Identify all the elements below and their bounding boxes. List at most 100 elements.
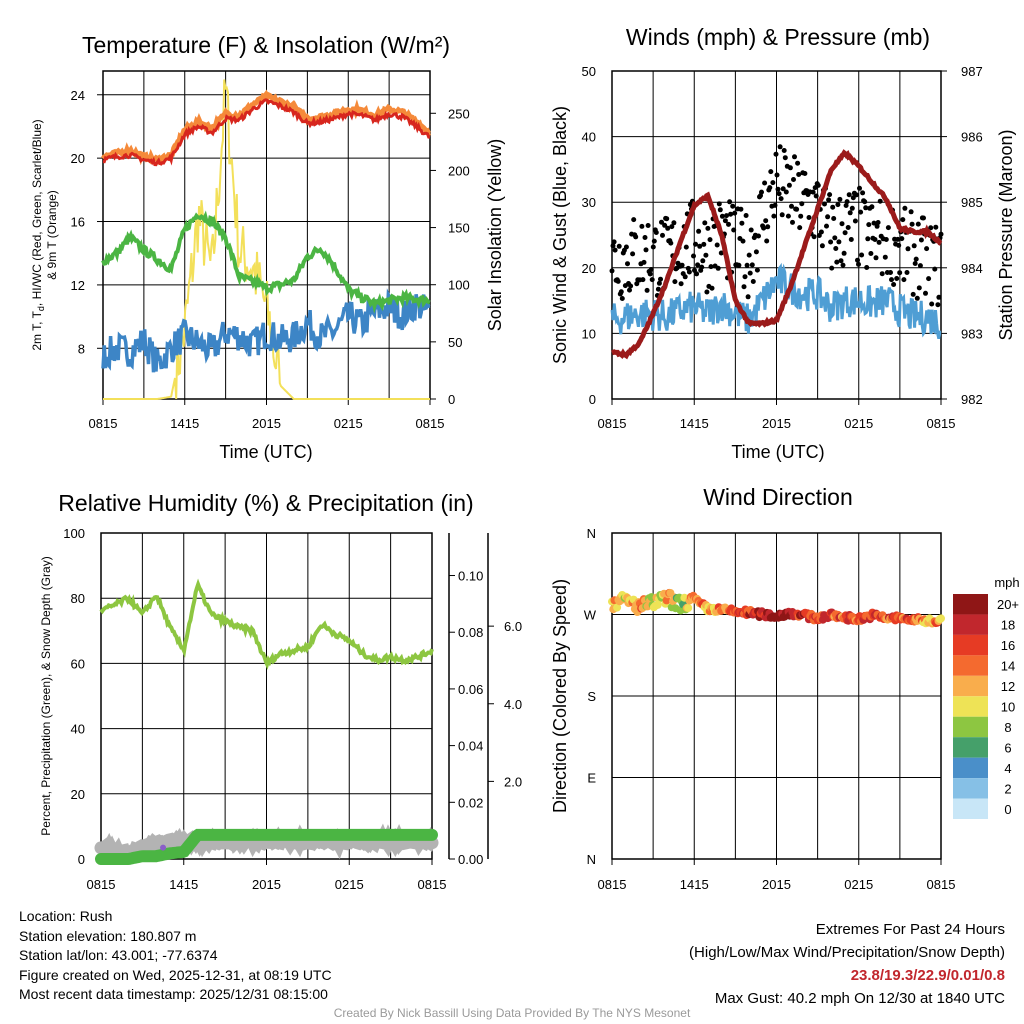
rh-ytick: 80 — [71, 591, 85, 606]
gust-point — [799, 201, 805, 207]
colorbar-tick: 2 — [1004, 781, 1011, 796]
gust-point — [895, 236, 901, 242]
gust-point — [610, 243, 616, 249]
dew-point-line — [101, 210, 431, 314]
extremes-panel: Extremes For Past 24 Hours (High/Low/Max… — [689, 918, 1005, 1010]
gust-point — [833, 246, 839, 251]
temp-2m-line — [102, 98, 431, 167]
gust-point — [806, 215, 812, 220]
temp-ylabel-line2: & 9m T (Orange) — [45, 190, 59, 280]
gust-point — [773, 151, 779, 157]
gust-point — [902, 205, 908, 211]
gust-point — [679, 262, 685, 268]
gust-point — [616, 243, 622, 249]
gust-point — [746, 252, 752, 258]
gust-point — [901, 277, 907, 283]
gust-point — [876, 239, 882, 245]
gust-point — [868, 251, 874, 256]
wind-ytick: 50 — [582, 64, 596, 79]
gust-point — [852, 218, 858, 224]
gust-point — [702, 220, 708, 226]
gust-point — [715, 265, 721, 271]
wdir-xtick: 0215 — [844, 877, 873, 892]
gust-point — [611, 239, 617, 245]
gust-point — [770, 180, 776, 186]
gust-point — [869, 204, 875, 210]
rh-panel — [94, 532, 494, 865]
gust-point — [782, 155, 788, 161]
gust-point — [856, 261, 861, 267]
gust-point — [815, 182, 821, 188]
wind-xtick: 0215 — [844, 416, 873, 431]
extremes-subtitle: (High/Low/Max Wind/Precipitation/Snow De… — [689, 944, 1005, 961]
rh-xtick: 0815 — [418, 877, 447, 892]
gust-point — [792, 154, 797, 160]
gust-point — [865, 236, 871, 242]
wdir-ylabel: Direction (Colored By Speed) — [550, 579, 570, 813]
gust-point — [754, 267, 760, 273]
extremes-title: Extremes For Past 24 Hours — [815, 921, 1005, 938]
credit-line: Created By Nick Bassill Using Data Provi… — [333, 1006, 691, 1020]
gust-point — [745, 294, 751, 300]
gust-point — [883, 237, 889, 242]
gust-point — [703, 252, 709, 258]
temp-ytick: 8 — [78, 341, 85, 356]
figure-created: Figure created on Wed, 2025-12-31, at 08… — [19, 966, 332, 983]
gust-point — [825, 214, 831, 220]
wind-direction-point — [937, 614, 945, 623]
gust-point — [639, 223, 645, 229]
station-pressure-line — [611, 149, 943, 360]
gust-point — [778, 196, 784, 202]
gust-point — [750, 279, 756, 284]
gust-point — [839, 221, 845, 227]
wind-direction-point — [684, 604, 693, 612]
temp-ytick: 24 — [71, 88, 85, 103]
temp-ytick: 12 — [71, 278, 85, 293]
rh-ylabel: Percent, Precipitation (Green), & Snow D… — [39, 556, 53, 835]
wind-ytick: 40 — [582, 130, 596, 145]
wind-ytick-right: 986 — [961, 130, 983, 145]
gust-point — [914, 295, 920, 301]
snow-tick: 6.0 — [504, 619, 522, 634]
gust-point — [835, 202, 841, 208]
gust-point — [785, 213, 791, 219]
temp-ylabel: 2m T, Td, HI/WC (Red, Green, Scarlet/Blu… — [30, 119, 46, 350]
wind-ytick: 20 — [582, 261, 596, 276]
gust-point — [789, 203, 794, 209]
wind-xtick: 1415 — [680, 416, 709, 431]
temp-xtick: 0815 — [416, 416, 445, 431]
gust-point — [642, 235, 648, 240]
colorbar-swatch — [953, 655, 988, 676]
gust-point — [650, 244, 656, 250]
gust-point — [731, 227, 737, 233]
gust-point — [824, 223, 829, 229]
gust-point — [756, 233, 761, 239]
gust-point — [838, 258, 844, 264]
gust-point — [658, 276, 663, 282]
gust-point — [649, 277, 655, 283]
gust-point — [763, 218, 769, 224]
temp-panel — [97, 70, 436, 405]
gust-point — [905, 246, 911, 252]
gust-point — [671, 220, 677, 226]
colorbar-tick: 14 — [1001, 659, 1015, 674]
wdir-ytick: W — [584, 608, 597, 623]
wdir-panel — [608, 532, 988, 865]
relative-humidity-line — [99, 578, 434, 670]
gust-point — [701, 241, 707, 247]
wdir-ytick: N — [587, 852, 596, 867]
wind-ytick: 10 — [582, 326, 596, 341]
gust-point — [717, 207, 723, 213]
gust-point — [828, 239, 834, 245]
gust-point — [764, 238, 770, 244]
wdir-xtick: 1415 — [680, 877, 709, 892]
gust-point — [771, 213, 777, 219]
gust-point — [641, 259, 647, 265]
gust-point — [831, 216, 837, 221]
temp-ytick: 16 — [71, 215, 85, 230]
temp-9m-line — [101, 89, 432, 166]
gust-point — [853, 192, 859, 198]
gust-point — [936, 294, 942, 300]
gust-point — [705, 225, 711, 231]
wdir-title: Wind Direction — [703, 484, 853, 510]
